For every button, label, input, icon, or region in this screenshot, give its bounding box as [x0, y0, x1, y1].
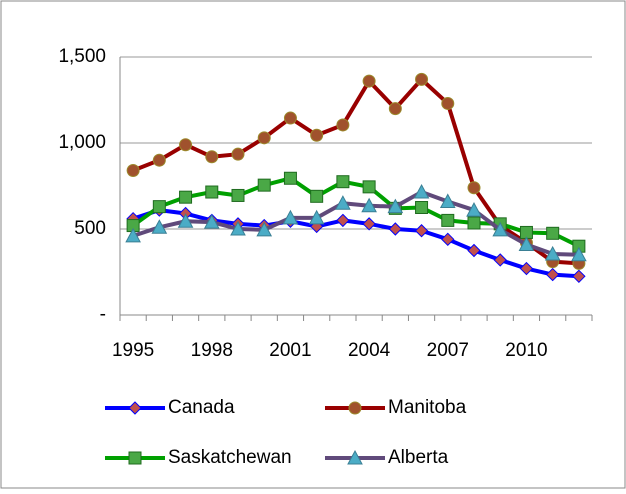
data-point — [492, 221, 509, 237]
data-point — [362, 180, 376, 194]
data-point — [283, 111, 297, 125]
data-point — [282, 209, 299, 225]
y-tick-label: 1,000 — [58, 132, 106, 153]
data-point — [467, 216, 481, 230]
data-point — [336, 213, 350, 228]
data-point — [256, 221, 273, 237]
data-point — [125, 227, 141, 243]
data-point — [439, 193, 456, 208]
data-point — [546, 226, 560, 240]
data-point — [179, 138, 193, 152]
data-point — [362, 217, 376, 231]
legend-marker — [347, 449, 363, 465]
data-point — [152, 200, 166, 214]
data-point — [336, 118, 350, 132]
legend-label: Canada — [168, 397, 235, 418]
data-point — [205, 150, 219, 164]
data-point — [205, 185, 219, 199]
data-point — [231, 147, 245, 161]
data-point — [467, 181, 481, 195]
data-point — [545, 267, 560, 282]
legend-label: Manitoba — [388, 397, 467, 418]
legend-marker — [348, 401, 362, 415]
data-point — [415, 201, 429, 214]
x-tick-label: 2010 — [505, 340, 547, 361]
data-point — [388, 102, 402, 116]
data-point — [231, 188, 245, 202]
data-point — [308, 209, 325, 225]
data-point — [257, 178, 271, 192]
y-tick-label: - — [100, 304, 106, 325]
data-point — [152, 153, 166, 167]
data-point — [151, 219, 168, 234]
data-point — [362, 74, 376, 88]
y-tick-label: 500 — [74, 218, 106, 239]
data-point — [387, 198, 404, 214]
x-tick-label: 2001 — [269, 340, 311, 361]
data-point — [126, 164, 140, 178]
data-point — [388, 222, 403, 236]
data-point — [257, 131, 271, 145]
x-tick-label: 1998 — [191, 340, 233, 361]
data-point — [414, 224, 429, 238]
data-point — [230, 220, 246, 236]
data-point — [310, 128, 324, 142]
data-point — [571, 246, 587, 262]
legend-marker — [128, 401, 142, 415]
legend-label: Saskatchewan — [168, 447, 292, 468]
legend-label: Alberta — [388, 447, 449, 468]
data-point — [203, 214, 220, 229]
data-point — [466, 202, 482, 217]
data-point — [177, 213, 194, 228]
x-tick-label: 2007 — [427, 340, 469, 361]
data-point — [467, 243, 481, 258]
data-point — [441, 96, 455, 110]
data-point — [518, 236, 535, 251]
data-point — [335, 195, 351, 210]
data-point — [544, 245, 561, 261]
data-point — [441, 232, 455, 247]
data-point — [519, 261, 534, 276]
data-point — [361, 197, 377, 213]
data-point — [493, 253, 507, 267]
legend-marker — [128, 451, 142, 465]
data-point — [336, 175, 350, 189]
data-point — [413, 183, 430, 199]
data-point — [415, 72, 429, 86]
x-tick-label: 1995 — [112, 340, 154, 361]
data-point — [310, 189, 324, 203]
data-point — [283, 171, 297, 185]
data-point — [572, 269, 586, 284]
x-tick-label: 2004 — [348, 340, 391, 361]
data-point — [441, 213, 455, 227]
data-point — [179, 190, 193, 204]
y-tick-label: 1,500 — [58, 46, 106, 67]
